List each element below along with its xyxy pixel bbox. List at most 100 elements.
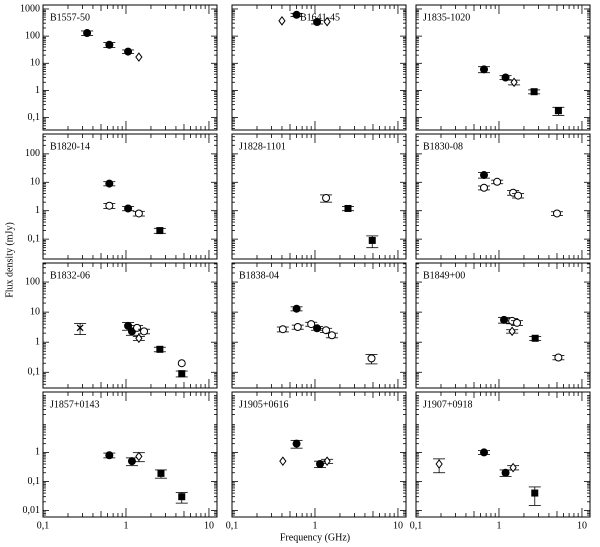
panel-title: B1849+00 bbox=[423, 270, 465, 281]
panel-title: J1828-1101 bbox=[239, 141, 286, 152]
point bbox=[316, 459, 325, 468]
panel-title: J1835-1020 bbox=[423, 12, 470, 23]
point bbox=[292, 304, 301, 313]
point bbox=[292, 10, 301, 19]
point bbox=[508, 326, 516, 337]
y-tick-label: 10 bbox=[30, 177, 40, 188]
panel-title: B1557-50 bbox=[50, 12, 90, 23]
panel-title: B1832-06 bbox=[50, 270, 90, 281]
panel-frame bbox=[415, 262, 591, 389]
panel-frame bbox=[415, 4, 591, 131]
point bbox=[105, 451, 114, 460]
y-tick-label: 100 bbox=[25, 276, 40, 287]
point bbox=[178, 493, 186, 501]
y-tick-label: 0,01 bbox=[23, 505, 41, 516]
point bbox=[322, 326, 331, 335]
y-tick-label: 100 bbox=[25, 148, 40, 159]
panel-frame bbox=[231, 262, 407, 389]
point bbox=[322, 194, 331, 203]
point bbox=[307, 320, 316, 329]
point bbox=[177, 359, 186, 368]
panel-title: B1820-14 bbox=[50, 141, 90, 152]
panel-frame bbox=[42, 133, 218, 260]
point bbox=[323, 16, 331, 27]
point bbox=[127, 457, 136, 466]
point bbox=[323, 456, 331, 467]
point bbox=[178, 370, 186, 378]
point bbox=[313, 18, 322, 27]
y-tick-label: 0,1 bbox=[28, 112, 41, 123]
y-tick-label: 0,1 bbox=[28, 367, 41, 378]
y-tick-label: 1 bbox=[35, 205, 40, 216]
point bbox=[501, 468, 510, 477]
y-tick-label: 1 bbox=[35, 447, 40, 458]
point bbox=[135, 52, 143, 62]
y-tick-label: 0,1 bbox=[28, 476, 41, 487]
point bbox=[133, 323, 142, 332]
panel-title: B1641-45 bbox=[300, 12, 340, 23]
y-tick-label: 1 bbox=[35, 336, 40, 347]
point bbox=[367, 354, 376, 363]
point bbox=[156, 227, 164, 235]
point bbox=[368, 236, 376, 244]
point bbox=[278, 16, 286, 26]
point bbox=[531, 334, 539, 342]
x-tick-label: 1 bbox=[312, 520, 317, 531]
panel-title: J1905+0616 bbox=[239, 399, 289, 410]
point bbox=[480, 65, 489, 74]
point bbox=[279, 456, 287, 467]
point bbox=[509, 462, 517, 473]
y-axis-label: Flux density (mJy) bbox=[4, 222, 15, 298]
panel-title: B1838-04 bbox=[239, 270, 279, 281]
point bbox=[554, 353, 563, 362]
y-tick-label: 1 bbox=[35, 85, 40, 96]
point bbox=[510, 77, 518, 88]
x-tick-label: 0,1 bbox=[226, 520, 239, 531]
panel-frame bbox=[231, 391, 407, 518]
point bbox=[435, 459, 443, 469]
y-tick-label: 1000 bbox=[20, 3, 40, 14]
y-tick-label: 10 bbox=[30, 58, 40, 69]
panel-frame bbox=[231, 133, 407, 260]
point bbox=[531, 489, 539, 497]
point bbox=[135, 451, 143, 462]
point bbox=[292, 439, 301, 448]
point bbox=[140, 327, 149, 336]
point bbox=[514, 191, 523, 200]
panel-frame bbox=[42, 262, 218, 389]
x-tick-label: 0,1 bbox=[37, 520, 50, 531]
point bbox=[278, 325, 287, 334]
panel-frame bbox=[42, 391, 218, 518]
point bbox=[134, 209, 143, 218]
point bbox=[105, 179, 114, 188]
point bbox=[480, 171, 489, 180]
x-tick-label: 10 bbox=[393, 520, 403, 531]
x-tick-label: 1 bbox=[496, 520, 501, 531]
point bbox=[105, 40, 114, 49]
point bbox=[156, 345, 164, 353]
point bbox=[327, 331, 336, 340]
point bbox=[135, 333, 143, 344]
point bbox=[530, 88, 538, 96]
point bbox=[293, 323, 302, 332]
y-tick-label: 10 bbox=[30, 306, 40, 317]
point bbox=[501, 73, 510, 82]
y-tick-label: 100 bbox=[25, 30, 40, 41]
point bbox=[554, 107, 562, 115]
panel-frame bbox=[42, 4, 218, 131]
x-tick-label: 10 bbox=[577, 520, 587, 531]
y-tick-label: 0,1 bbox=[28, 233, 41, 244]
point bbox=[124, 204, 133, 213]
point bbox=[76, 324, 84, 332]
panel-title: B1830-08 bbox=[423, 141, 463, 152]
point bbox=[552, 209, 561, 218]
x-tick-label: 0,1 bbox=[410, 520, 423, 531]
panel-frame bbox=[415, 133, 591, 260]
panel-frame bbox=[415, 391, 591, 518]
point bbox=[105, 201, 114, 210]
point bbox=[344, 204, 352, 212]
point bbox=[513, 318, 522, 327]
panel-title: J1907+0918 bbox=[423, 399, 473, 410]
